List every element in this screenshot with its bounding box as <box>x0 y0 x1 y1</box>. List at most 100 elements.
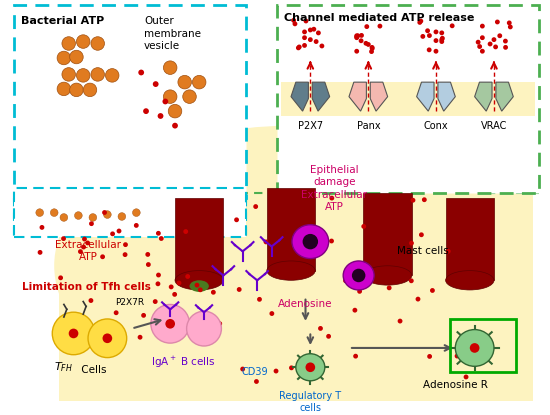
Text: Extracellular
ATP: Extracellular ATP <box>55 240 121 262</box>
Circle shape <box>88 319 126 358</box>
Circle shape <box>492 46 497 51</box>
Circle shape <box>302 234 318 249</box>
Circle shape <box>480 37 485 42</box>
Circle shape <box>359 33 364 38</box>
Polygon shape <box>438 82 455 111</box>
Circle shape <box>410 198 415 203</box>
Circle shape <box>89 298 94 303</box>
Circle shape <box>419 232 424 237</box>
Circle shape <box>416 297 420 302</box>
Circle shape <box>183 229 188 234</box>
Circle shape <box>364 41 368 46</box>
Circle shape <box>353 354 358 359</box>
Text: VRAC: VRAC <box>481 121 507 131</box>
Ellipse shape <box>446 271 494 290</box>
Circle shape <box>370 46 375 51</box>
Circle shape <box>186 311 222 346</box>
Circle shape <box>507 20 512 25</box>
Circle shape <box>168 105 182 118</box>
Circle shape <box>234 217 239 222</box>
Circle shape <box>419 19 424 24</box>
Circle shape <box>366 27 371 32</box>
Circle shape <box>83 83 97 97</box>
Text: Regulatory T
cells: Regulatory T cells <box>279 391 342 413</box>
Circle shape <box>427 33 432 38</box>
Circle shape <box>503 24 508 29</box>
Circle shape <box>273 369 278 374</box>
Circle shape <box>69 329 78 338</box>
Circle shape <box>91 68 104 81</box>
Circle shape <box>304 19 309 23</box>
Circle shape <box>91 37 104 50</box>
Polygon shape <box>446 198 494 280</box>
Circle shape <box>354 41 359 46</box>
Circle shape <box>440 36 445 41</box>
Circle shape <box>409 278 414 283</box>
Text: Limitation of Tfh cells: Limitation of Tfh cells <box>21 282 151 292</box>
Circle shape <box>57 82 70 96</box>
Text: P2X7: P2X7 <box>298 121 323 131</box>
Bar <box>14 5 245 198</box>
Circle shape <box>387 286 392 290</box>
Circle shape <box>102 210 107 215</box>
Ellipse shape <box>292 225 329 259</box>
Circle shape <box>106 68 119 82</box>
Text: Bacterial ATP: Bacterial ATP <box>21 17 104 27</box>
Circle shape <box>156 231 161 236</box>
Text: P2X7R: P2X7R <box>115 298 144 308</box>
Circle shape <box>85 241 90 245</box>
Circle shape <box>263 239 268 244</box>
Circle shape <box>185 274 190 279</box>
Circle shape <box>100 254 105 259</box>
Circle shape <box>107 320 112 325</box>
Ellipse shape <box>175 271 223 290</box>
Circle shape <box>477 44 482 49</box>
Circle shape <box>103 211 111 218</box>
Circle shape <box>445 27 450 32</box>
Circle shape <box>357 289 362 294</box>
Text: CD39: CD39 <box>242 367 268 377</box>
Bar <box>277 5 540 193</box>
Circle shape <box>40 225 45 230</box>
Text: Adenosine R: Adenosine R <box>423 380 488 390</box>
Circle shape <box>143 108 149 114</box>
Circle shape <box>57 51 70 65</box>
Polygon shape <box>59 130 532 401</box>
Circle shape <box>289 366 294 370</box>
Circle shape <box>145 252 150 257</box>
Circle shape <box>293 22 298 26</box>
Polygon shape <box>312 82 329 111</box>
Circle shape <box>305 362 315 372</box>
Circle shape <box>211 290 216 295</box>
Circle shape <box>177 281 182 286</box>
Circle shape <box>257 297 262 302</box>
Circle shape <box>417 20 422 25</box>
Circle shape <box>439 39 444 44</box>
Ellipse shape <box>54 126 528 406</box>
Polygon shape <box>291 82 309 111</box>
Circle shape <box>296 33 301 38</box>
Polygon shape <box>475 82 492 111</box>
Circle shape <box>308 37 313 42</box>
Circle shape <box>433 49 438 54</box>
Circle shape <box>240 366 245 371</box>
Circle shape <box>427 354 432 359</box>
Polygon shape <box>364 193 412 276</box>
Circle shape <box>253 204 258 209</box>
Circle shape <box>74 212 82 220</box>
Circle shape <box>117 229 122 233</box>
Circle shape <box>60 214 68 221</box>
Circle shape <box>369 49 374 54</box>
Circle shape <box>169 285 174 289</box>
Text: Epithelial
damage
Extracellular
ATP: Epithelial damage Extracellular ATP <box>301 165 367 212</box>
Text: Channel mediated ATP release: Channel mediated ATP release <box>284 12 475 22</box>
Circle shape <box>343 278 348 283</box>
Circle shape <box>82 237 87 242</box>
Circle shape <box>476 40 481 44</box>
Circle shape <box>89 221 94 226</box>
Circle shape <box>76 35 90 48</box>
Circle shape <box>70 83 83 97</box>
Circle shape <box>352 269 365 282</box>
Circle shape <box>366 46 371 51</box>
Polygon shape <box>349 82 366 111</box>
